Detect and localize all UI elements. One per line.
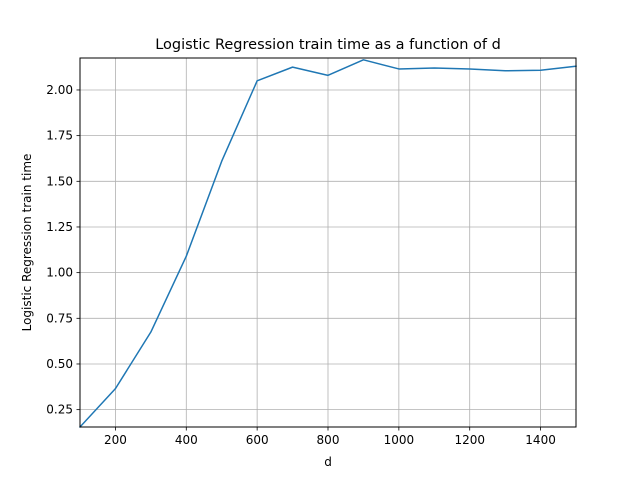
- grid: [80, 58, 576, 427]
- series-layer: [78, 59, 577, 429]
- x-tick-label: 400: [175, 433, 198, 447]
- x-tick-label: 1000: [384, 433, 415, 447]
- series-line: [78, 59, 577, 429]
- chart-title: Logistic Regression train time as a func…: [155, 37, 501, 53]
- x-tick-label: 600: [246, 433, 269, 447]
- y-tick-label: 0.75: [46, 311, 73, 325]
- y-tick-label: 1.75: [46, 129, 73, 143]
- y-tick-label: 0.25: [46, 403, 73, 417]
- y-tick-label: 1.25: [46, 220, 73, 234]
- y-tick-label: 1.00: [46, 266, 73, 280]
- x-tick-label: 1200: [454, 433, 485, 447]
- ticks: 200 400 600 800 1000 1200 1400 0.25 0.50 0.75 1.00…: [46, 83, 556, 447]
- y-tick-label: 0.50: [46, 357, 73, 371]
- y-tick-label: 1.50: [46, 174, 73, 188]
- y-tick-label: 2.00: [46, 83, 73, 97]
- y-axis-label: Logistic Regression train time: [20, 154, 34, 332]
- x-tick-label: 200: [104, 433, 127, 447]
- x-axis-label: d: [324, 455, 332, 469]
- x-tick-label: 1400: [525, 433, 556, 447]
- x-tick-label: 800: [317, 433, 340, 447]
